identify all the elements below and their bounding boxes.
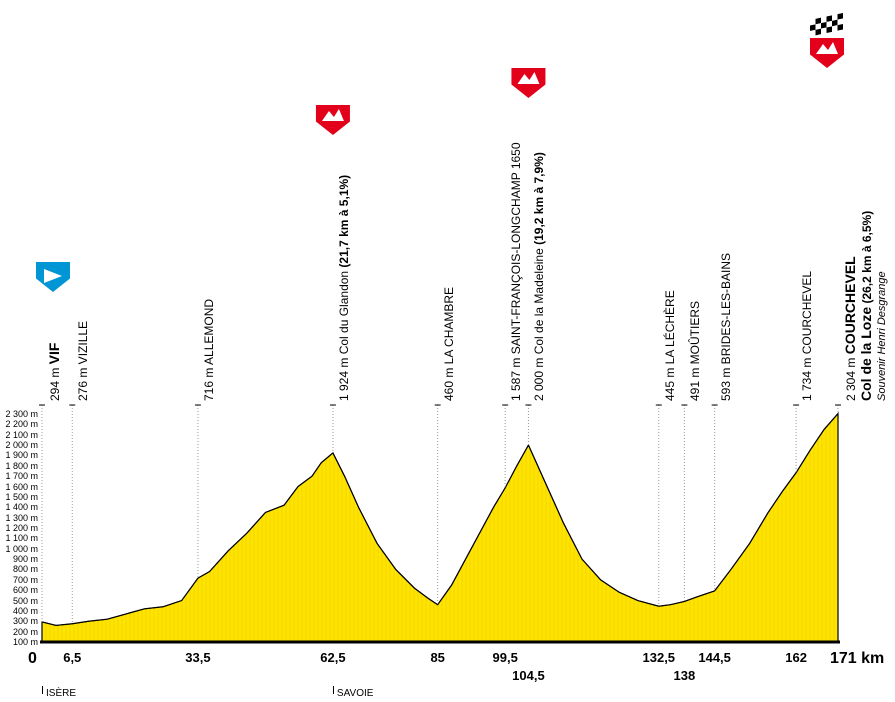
waypoint-label: 2 000 m Col de la Madeleine (19,2 km à 7… xyxy=(532,152,546,401)
y-axis-tick: 1 200 m xyxy=(0,524,38,533)
dept-label: SAVOIE xyxy=(337,688,374,699)
waypoint-label: 445 m LA LÉCHÈRE xyxy=(663,290,677,401)
waypoint-label: 593 m BRIDES-LES-BAINS xyxy=(719,253,733,401)
waypoint-label: 716 m ALLEMOND xyxy=(202,299,216,401)
y-axis-tick: 700 m xyxy=(0,576,38,585)
climb-badge xyxy=(511,68,545,98)
km-marker: 138 xyxy=(674,668,696,683)
waypoint-label: 276 m VIZILLE xyxy=(76,321,90,401)
dept-tick xyxy=(42,686,43,694)
waypoint-label: 460 m LA CHAMBRE xyxy=(442,287,456,401)
y-axis-tick: 1 800 m xyxy=(0,462,38,471)
km-marker: 104,5 xyxy=(512,668,545,683)
waypoint-label: 1 734 m COURCHEVEL xyxy=(800,271,814,401)
km-marker: 62,5 xyxy=(320,650,345,665)
waypoint-label-line2: Col de la Loze (26,2 km à 6,5%) xyxy=(858,211,874,401)
waypoint-label: 1 924 m Col du Glandon (21,7 km à 5,1%) xyxy=(337,175,351,401)
waypoint-label-line3: Souvenir Henri Desgrange xyxy=(874,271,888,401)
waypoint-label: 294 m VIF xyxy=(46,343,62,401)
km-marker: 144,5 xyxy=(698,650,731,665)
km-marker: 85 xyxy=(430,650,444,665)
finish-badge xyxy=(809,13,845,68)
y-axis-tick: 1 600 m xyxy=(0,483,38,492)
stage-profile-chart: 100 m200 m 300 m400 m500 m 600 m700 m 800 m… xyxy=(0,0,895,702)
y-axis-tick: 1 500 m xyxy=(0,493,38,502)
y-axis-tick: 2 300 m xyxy=(0,410,38,419)
y-axis-tick: 2 100 m xyxy=(0,431,38,440)
y-axis-tick: 1 300 m xyxy=(0,514,38,523)
y-axis-tick: 1 400 m xyxy=(0,503,38,512)
km-marker: 33,5 xyxy=(185,650,210,665)
km-marker: 162 xyxy=(785,650,807,665)
km-marker: 99,5 xyxy=(493,650,518,665)
y-axis-tick: 2 200 m xyxy=(0,420,38,429)
start-badge xyxy=(36,262,70,292)
y-axis-tick: 600 m xyxy=(0,586,38,595)
km-start: 0 xyxy=(28,650,37,668)
dept-tick xyxy=(333,686,334,694)
y-axis-tick: 1 700 m xyxy=(0,472,38,481)
y-axis-tick: 1 000 m xyxy=(0,545,38,554)
y-axis-tick: 2 000 m xyxy=(0,441,38,450)
y-axis-tick: 300 m xyxy=(0,617,38,626)
y-axis-tick: 400 m xyxy=(0,607,38,616)
y-axis-tick: 100 m xyxy=(0,638,38,647)
y-axis-tick: 1 900 m xyxy=(0,451,38,460)
km-end: 171 km xyxy=(830,650,884,668)
y-axis-tick: 500 m xyxy=(0,597,38,606)
waypoint-label: 1 587 m SAINT-FRANÇOIS-LONGCHAMP 1650 xyxy=(509,142,523,401)
dept-label: ISÈRE xyxy=(46,688,76,699)
waypoint-label: 2 304 m COURCHEVEL xyxy=(842,256,858,401)
y-axis-tick: 200 m xyxy=(0,628,38,637)
km-marker: 132,5 xyxy=(643,650,676,665)
y-axis-tick: 1 100 m xyxy=(0,534,38,543)
km-marker: 6,5 xyxy=(63,650,81,665)
waypoint-label: 491 m MOÛTIERS xyxy=(688,301,702,401)
y-axis-tick: 800 m xyxy=(0,565,38,574)
y-axis-tick: 900 m xyxy=(0,555,38,564)
climb-badge xyxy=(316,105,350,135)
